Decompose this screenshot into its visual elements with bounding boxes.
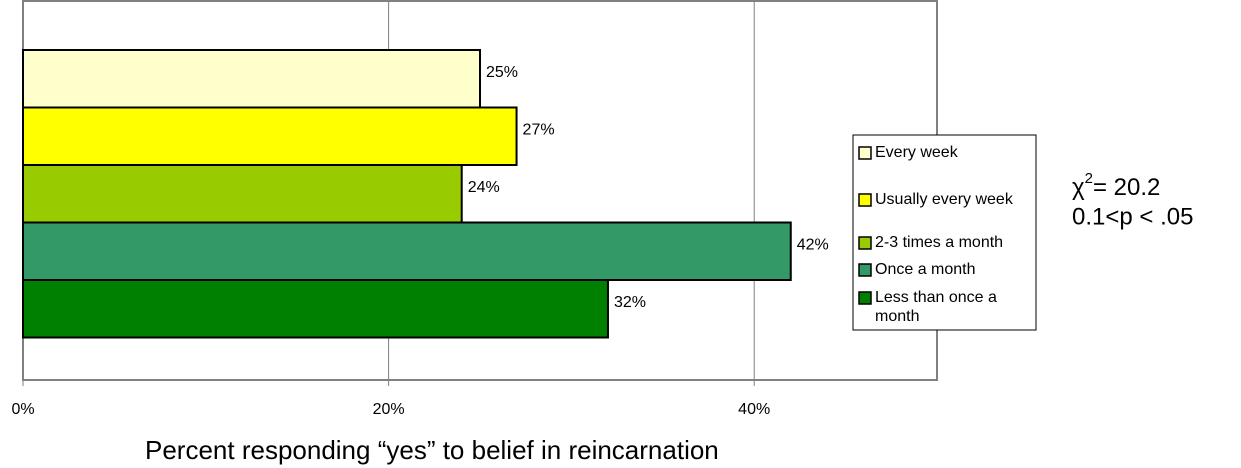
legend-label: 2-3 times a month bbox=[875, 234, 1003, 251]
legend-label: Every week bbox=[875, 144, 959, 161]
legend-swatch bbox=[858, 291, 872, 305]
bar bbox=[22, 279, 609, 339]
bar bbox=[22, 164, 463, 224]
x-tick-label: 0% bbox=[11, 401, 34, 418]
legend-label-line: Usually every week bbox=[875, 191, 1014, 208]
x-tick-label: 20% bbox=[373, 401, 405, 418]
data-label: 24% bbox=[468, 179, 500, 196]
bar bbox=[22, 49, 481, 109]
legend-label-line: Less than once a bbox=[875, 289, 997, 306]
legend-label-line: month bbox=[875, 308, 919, 325]
legend-label-line: Once a month bbox=[875, 261, 976, 278]
bar bbox=[22, 106, 518, 166]
annotation-superscript: 2 bbox=[1085, 170, 1093, 187]
legend-label: Usually every week bbox=[875, 191, 1014, 208]
legend-swatch bbox=[858, 193, 872, 207]
x-tick-label: 40% bbox=[738, 401, 770, 418]
legend-swatch bbox=[858, 263, 872, 277]
data-label: 32% bbox=[614, 294, 646, 311]
legend-label-line: 2-3 times a month bbox=[875, 234, 1003, 251]
legend-label: Less than once a month bbox=[875, 289, 997, 325]
legend-swatch bbox=[858, 146, 872, 160]
data-label: 27% bbox=[523, 121, 555, 138]
data-label: 42% bbox=[797, 236, 829, 253]
annotation-symbol: χ bbox=[1072, 174, 1085, 201]
legend bbox=[852, 134, 1037, 331]
legend-label-line: Every week bbox=[875, 144, 959, 161]
legend-label: Once a month bbox=[875, 261, 976, 278]
annotation-statistic: = 20.2 bbox=[1093, 174, 1160, 201]
legend-swatch bbox=[858, 236, 872, 250]
data-label: 25% bbox=[486, 64, 518, 81]
annotation-p-value: 0.1<p < .05 bbox=[1072, 203, 1193, 230]
x-axis-label: Percent responding “yes” to belief in re… bbox=[145, 435, 719, 465]
bar bbox=[22, 221, 792, 281]
annotation: χ2= 20.2 bbox=[1072, 170, 1160, 201]
